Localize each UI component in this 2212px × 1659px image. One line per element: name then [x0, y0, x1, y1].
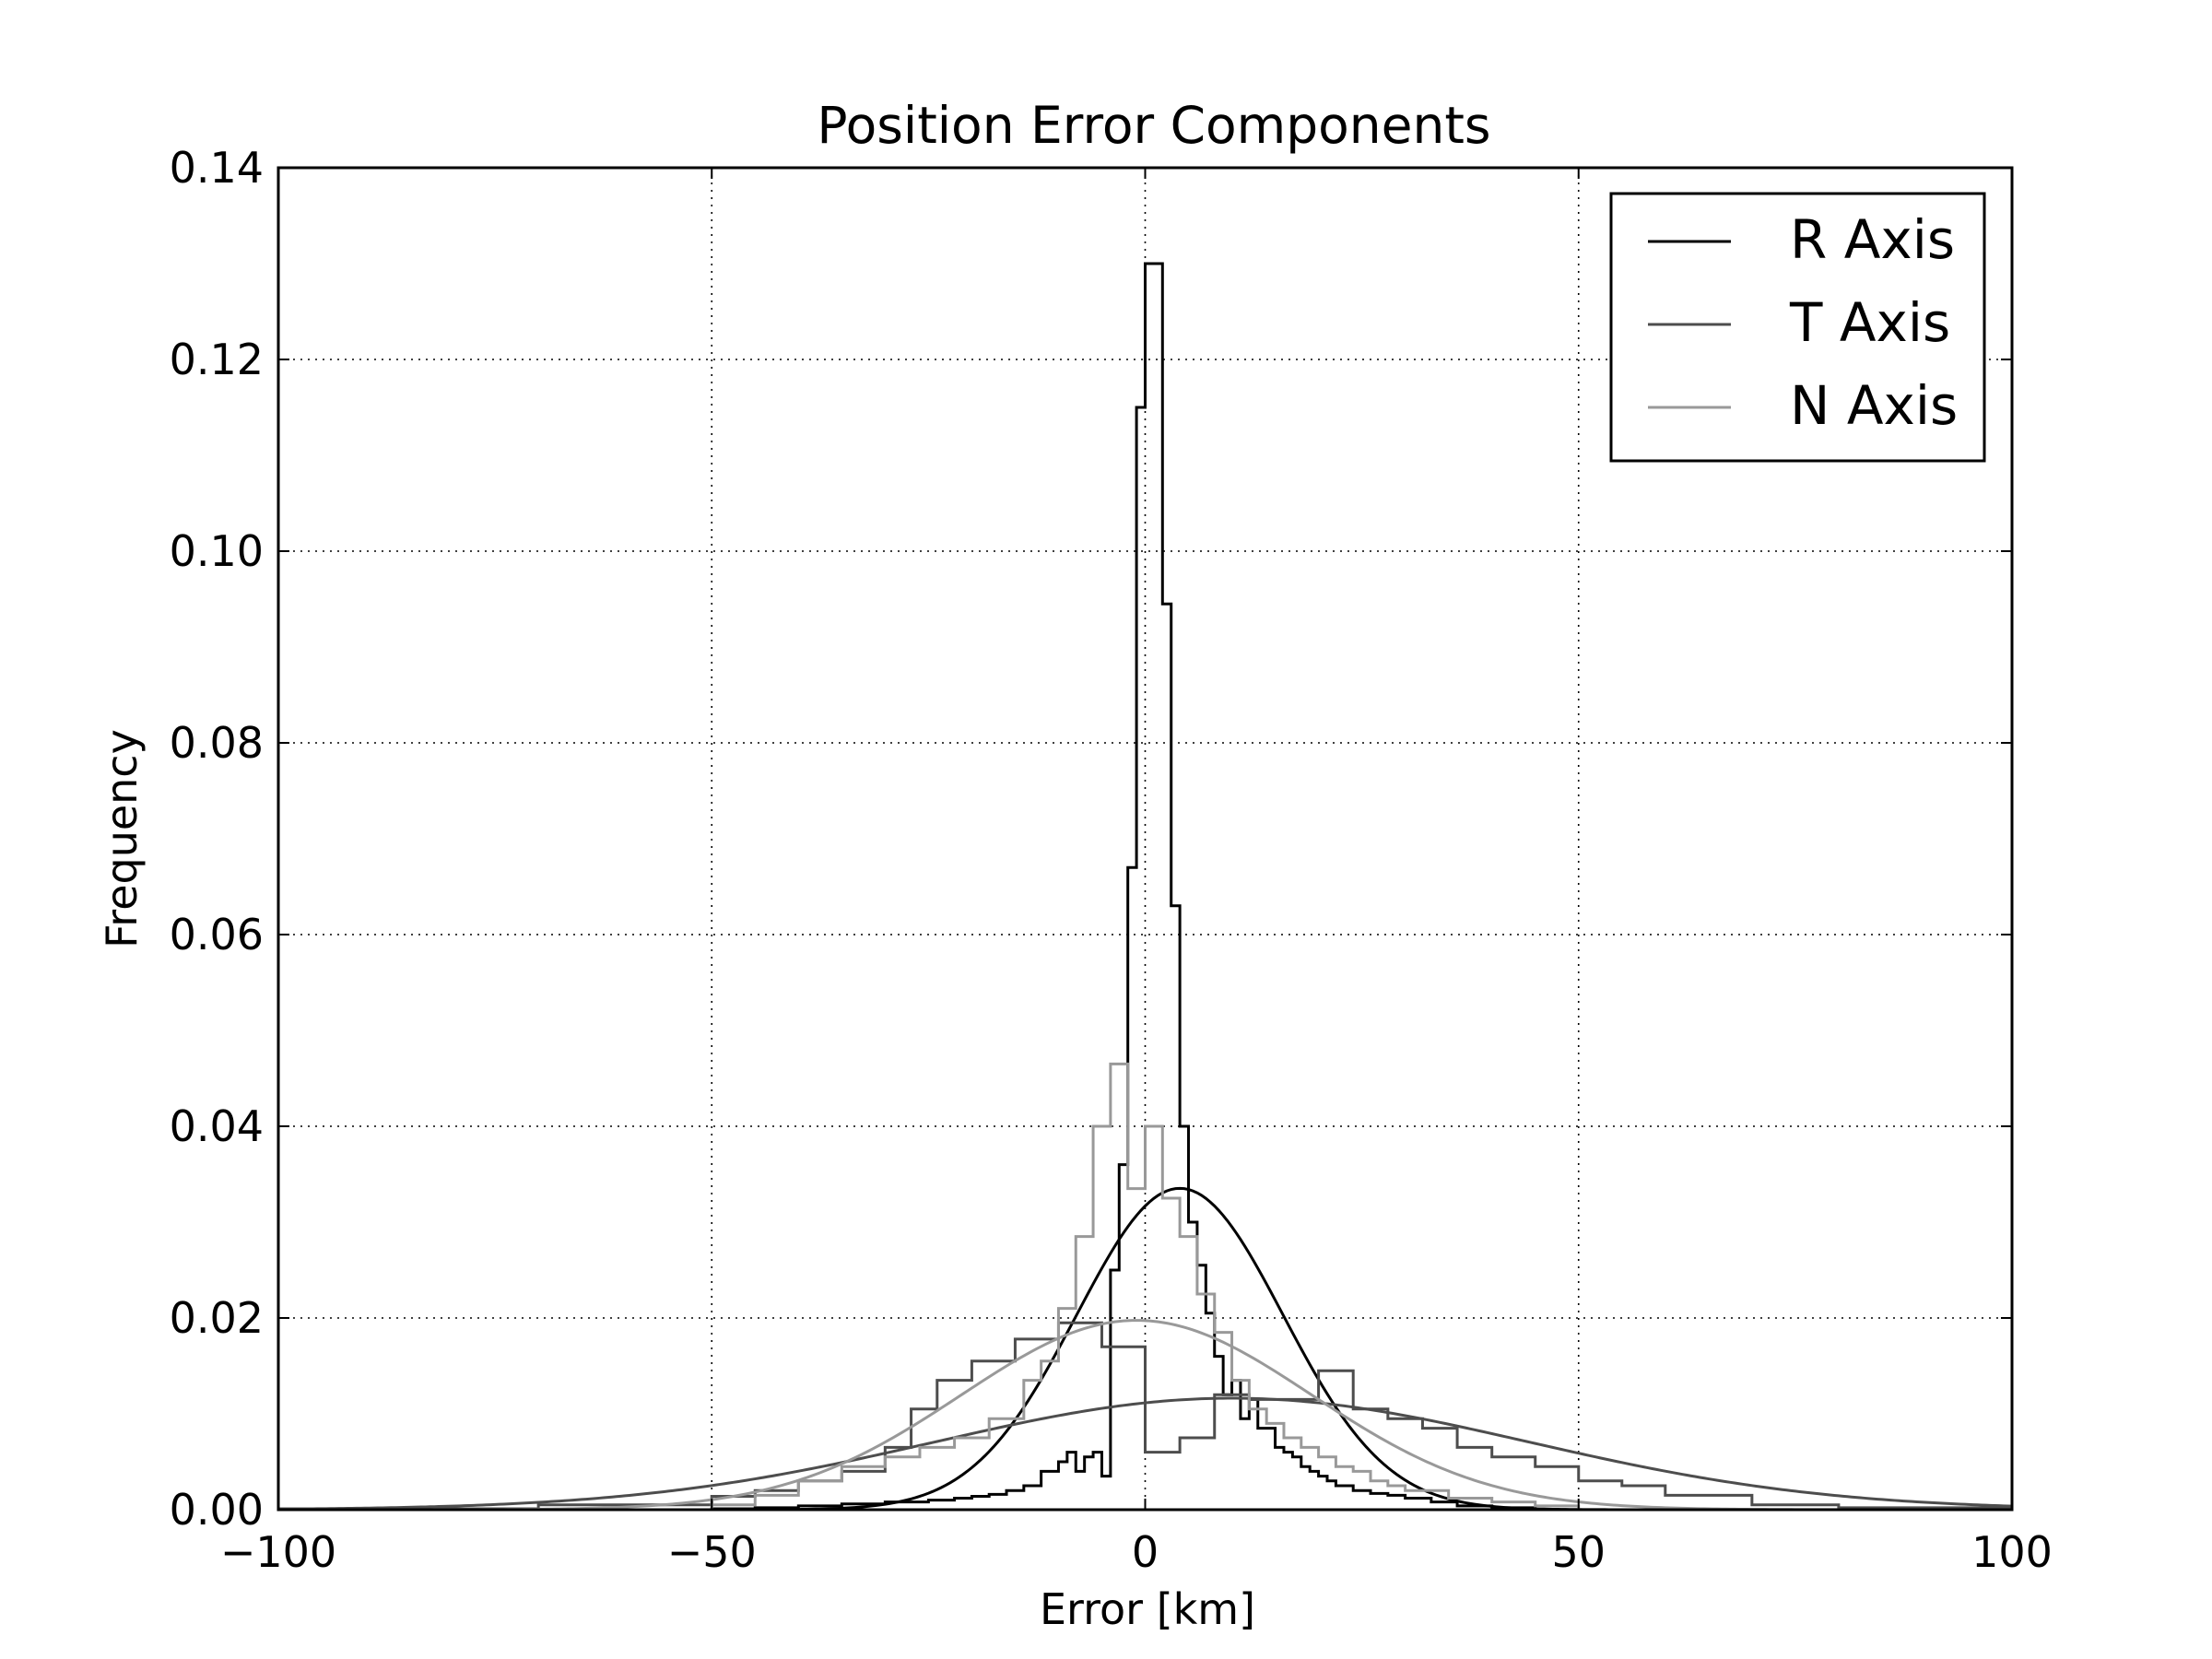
- x-axis-ticks: −100 −50 0 50 100: [220, 168, 2053, 1577]
- x-tick-label: 100: [1971, 1527, 2053, 1577]
- histogram-n-axis: [710, 1062, 1581, 1510]
- y-axis-ticks: 0.00 0.02 0.04 0.06 0.08 0.10 0.12 0.14: [170, 143, 2012, 1535]
- x-tick-label: −100: [220, 1527, 336, 1577]
- y-tick-label: 0.02: [170, 1293, 264, 1343]
- y-tick-label: 0.08: [170, 718, 264, 768]
- legend-label-n-axis: N Axis: [1790, 374, 1958, 437]
- x-tick-label: 50: [1551, 1527, 1606, 1577]
- fit-curve-t-axis: [277, 1396, 2013, 1511]
- histogram-r-axis: [710, 262, 1537, 1511]
- chart-title: Position Error Components: [817, 96, 1490, 155]
- y-tick-label: 0.12: [170, 335, 264, 384]
- y-tick-label: 0.04: [170, 1101, 264, 1151]
- legend: R Axis T Axis N Axis: [1609, 192, 1986, 463]
- y-axis-label: Frequency: [97, 729, 147, 948]
- x-tick-label: 0: [1132, 1527, 1159, 1577]
- y-tick-label: 0.00: [170, 1485, 264, 1535]
- grid: [278, 168, 2012, 1510]
- y-tick-label: 0.06: [170, 910, 264, 959]
- legend-label-r-axis: R Axis: [1790, 208, 1955, 271]
- x-tick-label: −50: [667, 1527, 757, 1577]
- y-tick-label: 0.14: [170, 143, 264, 193]
- x-axis-label: Error [km]: [1040, 1584, 1255, 1634]
- legend-label-t-axis: T Axis: [1789, 291, 1950, 354]
- legend-box: [1609, 192, 1986, 463]
- y-tick-label: 0.10: [170, 526, 264, 576]
